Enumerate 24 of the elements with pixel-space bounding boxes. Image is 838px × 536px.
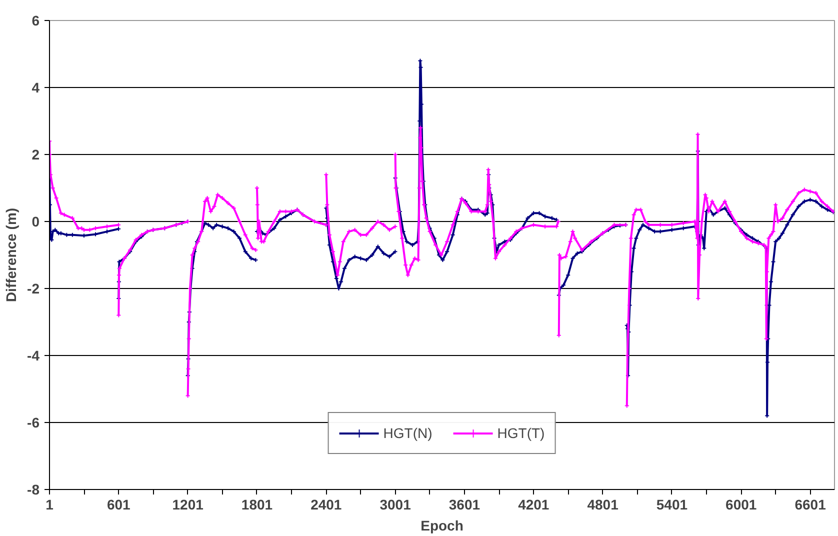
- y-tick-label: -4: [27, 348, 40, 364]
- y-tick-label: 6: [32, 12, 40, 28]
- x-tick-label: 3601: [448, 496, 480, 512]
- x-tick-label: 1201: [172, 496, 204, 512]
- x-tick-label: 4801: [587, 496, 619, 512]
- x-tick-label: 6601: [794, 496, 826, 512]
- y-axis-title: Difference (m): [3, 208, 20, 302]
- x-tick-label: 1: [46, 496, 54, 512]
- x-tick-label: 3001: [380, 496, 412, 512]
- x-axis-title: Epoch: [420, 518, 464, 534]
- y-tick-label: -2: [27, 280, 40, 296]
- x-tick-label: 5401: [656, 496, 688, 512]
- y-tick-label: 4: [32, 80, 40, 96]
- x-tick-label: 6001: [726, 496, 757, 512]
- y-tick-label: 2: [32, 146, 40, 162]
- x-tick-label: 4201: [518, 496, 550, 512]
- legend-label: HGT(N): [383, 425, 432, 441]
- y-tick-label: -8: [27, 482, 40, 498]
- y-tick-label: 0: [32, 214, 40, 230]
- legend-label: HGT(T): [497, 425, 545, 441]
- x-tick-label: 1801: [241, 496, 273, 512]
- x-tick-label: 2401: [310, 496, 342, 512]
- y-tick-label: -6: [27, 414, 40, 430]
- x-tick-label: 601: [106, 496, 131, 512]
